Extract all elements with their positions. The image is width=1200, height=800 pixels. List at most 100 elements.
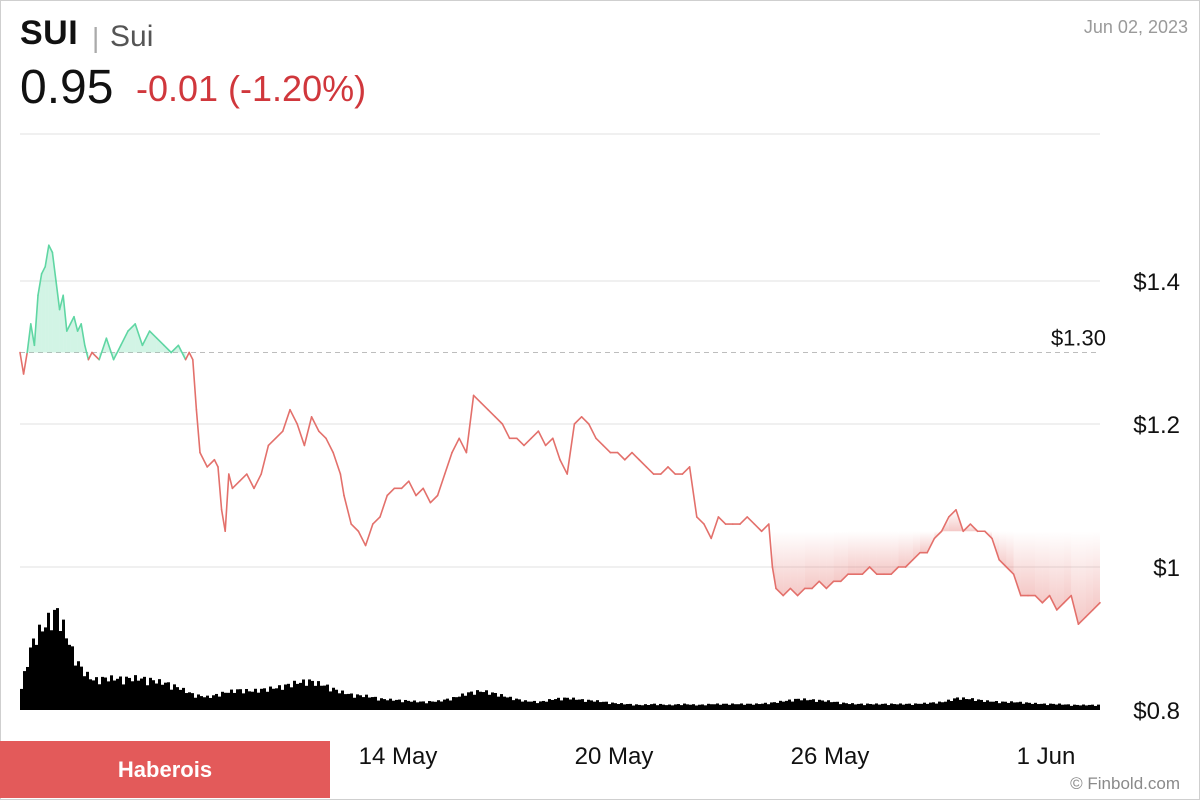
volume-bar: [506, 697, 509, 710]
price-area-down: [884, 531, 892, 575]
volume-bar: [80, 666, 83, 710]
price-segment: [775, 587, 785, 597]
volume-bar: [692, 704, 695, 710]
price-segment: [566, 423, 576, 475]
volume-bar: [86, 671, 89, 710]
price-segment: [947, 508, 957, 518]
volume-bar: [650, 704, 653, 710]
volume-bar: [125, 676, 128, 710]
price-segment: [796, 587, 806, 597]
volume-bar: [1067, 704, 1070, 710]
volume-bar: [698, 704, 701, 710]
volume-bar: [908, 703, 911, 710]
price-segment: [364, 523, 374, 547]
volume-bar: [986, 700, 989, 710]
price-area-down: [862, 531, 870, 575]
volume-bar: [41, 631, 44, 710]
volume-bar: [143, 676, 146, 710]
volume-bar: [344, 694, 347, 710]
price-segment: [47, 244, 54, 254]
volume-bar: [233, 692, 236, 710]
source-badge[interactable]: Haberois: [0, 741, 330, 798]
volume-bar: [230, 689, 233, 710]
volume-bar: [572, 697, 575, 710]
price-segment: [587, 423, 597, 440]
volume-bar: [743, 704, 746, 710]
price-area-up: [56, 281, 60, 353]
price-segment: [436, 473, 446, 497]
volume-bar: [815, 701, 818, 710]
price-segment: [33, 294, 39, 347]
volume-bar: [947, 699, 950, 710]
price-segment: [224, 473, 230, 533]
price-segment: [357, 530, 367, 547]
volume-bar: [77, 661, 80, 710]
price-area-down: [819, 531, 827, 589]
price-segment: [148, 330, 158, 340]
volume-bar: [122, 684, 125, 710]
volume-bar: [287, 683, 290, 710]
volume-bar: [833, 701, 836, 710]
volume-bar: [773, 702, 776, 710]
volume-bar: [935, 703, 938, 710]
volume-bar: [359, 695, 362, 710]
volume-bar: [707, 703, 710, 710]
price-segment: [1084, 609, 1094, 618]
volume-bar: [722, 703, 725, 710]
price-area-down: [1006, 531, 1014, 575]
volume-bar: [590, 700, 593, 710]
price-area-down: [1020, 531, 1028, 596]
volume-bar: [197, 694, 200, 710]
ticker-separator: |: [92, 22, 100, 53]
volume-bar: [326, 684, 329, 710]
volume-bar: [23, 671, 26, 710]
volume-bar: [1082, 704, 1085, 710]
volume-bar: [656, 705, 659, 710]
price-area-down: [869, 531, 877, 575]
price-area-down: [1085, 531, 1093, 618]
price-segment: [1092, 601, 1101, 611]
volume-bar: [449, 700, 452, 710]
volume-bar: [647, 704, 650, 710]
volume-bar: [479, 691, 482, 710]
volume-bar: [659, 703, 662, 710]
volume-bar: [761, 703, 764, 710]
price-segment: [494, 416, 504, 425]
price-segment: [195, 408, 201, 454]
price-segment: [638, 458, 648, 468]
volume-bar: [1010, 701, 1013, 710]
volume-bar: [266, 691, 269, 710]
volume-bar: [368, 697, 371, 710]
volume-bar: [128, 677, 131, 710]
volume-bar: [695, 705, 698, 710]
volume-bar: [851, 703, 854, 710]
volume-bar: [1055, 704, 1058, 710]
volume-bar: [725, 703, 728, 710]
price-segment: [87, 351, 93, 361]
price-segment: [616, 451, 626, 461]
volume-bar: [173, 684, 176, 710]
price-area-down: [1042, 531, 1050, 603]
price-segment: [962, 523, 972, 533]
volume-bar: [1094, 705, 1097, 710]
volume-bar: [467, 692, 470, 710]
volume-bar: [248, 691, 251, 710]
volume-bar: [470, 691, 473, 710]
price-segment: [407, 480, 417, 497]
volume-bar: [917, 703, 920, 710]
volume-bar: [737, 704, 740, 710]
volume-bar: [92, 680, 95, 710]
price-segment: [213, 458, 219, 468]
price-segment: [933, 530, 943, 540]
price-area-up: [120, 331, 128, 353]
price-segment: [890, 566, 900, 575]
price-segment: [501, 423, 511, 440]
price-segment: [163, 344, 172, 354]
volume-bar: [998, 703, 1001, 710]
price-segment: [120, 330, 129, 347]
volume-bar: [563, 697, 566, 710]
volume-bar: [1058, 703, 1061, 710]
price-segment: [458, 437, 468, 454]
volume-bar: [1037, 704, 1040, 710]
volume-bar: [548, 699, 551, 710]
